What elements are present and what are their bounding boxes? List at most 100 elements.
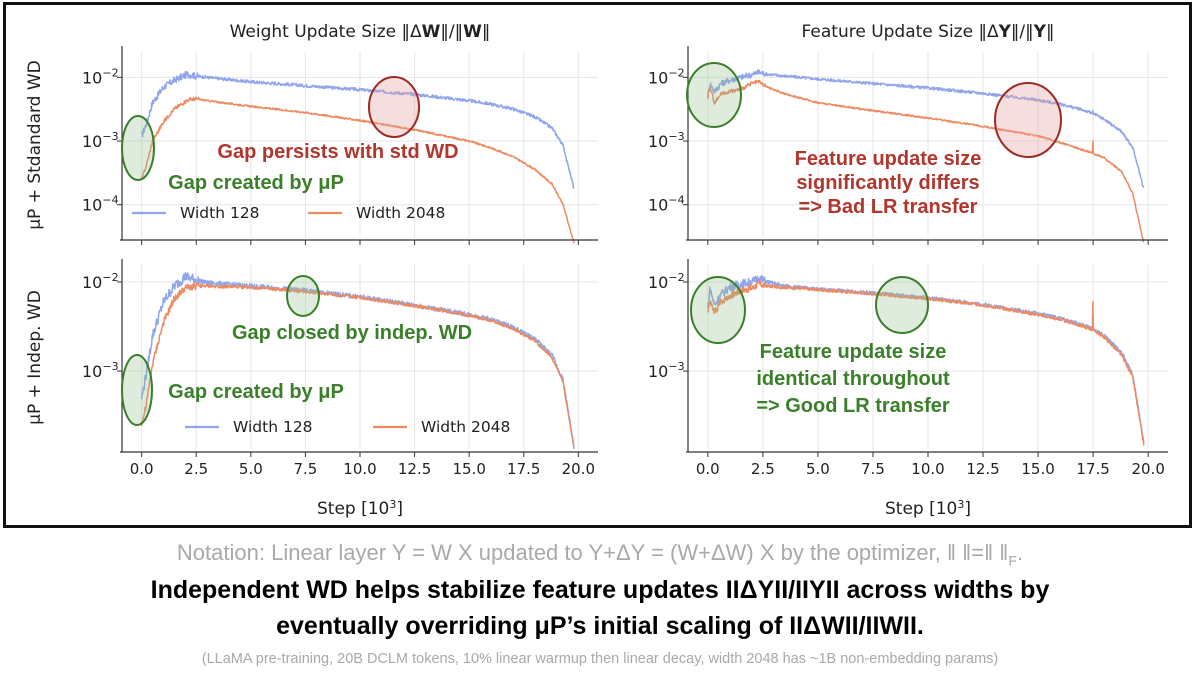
y-tick-label: 10−2 <box>648 271 685 292</box>
y-tick-base: 10 <box>648 68 668 87</box>
x-tick-label: 5.0 <box>239 460 263 478</box>
x-axis-label-part-0: Step [10 <box>317 499 389 519</box>
column-title-part-1: W <box>422 22 441 42</box>
x-axis-label-part-0: Step [10 <box>885 499 957 519</box>
footnote: (LLaMA pre-training, 20B DCLM tokens, 10… <box>201 651 999 667</box>
y-tick-base: 10 <box>648 273 668 292</box>
y-tick-exponent: −3 <box>668 130 684 143</box>
y-tick-exponent: −3 <box>668 360 684 373</box>
x-tick-label: 7.5 <box>293 460 317 478</box>
highlight-ellipse <box>121 354 153 426</box>
y-tick-exponent: −2 <box>102 271 118 284</box>
y-tick-base: 10 <box>648 132 668 151</box>
y-tick-label: 10−3 <box>648 130 685 151</box>
y-tick-label: 10−3 <box>82 360 119 381</box>
series-line-width-128 <box>140 70 575 190</box>
y-tick-label: 10−4 <box>82 194 119 215</box>
column-title-part-3: Y <box>1033 22 1047 42</box>
y-tick-exponent: −4 <box>668 194 684 207</box>
notation-text: Notation: Linear layer Y = W X updated t… <box>176 540 1009 565</box>
annotation-text: Feature update size <box>795 148 982 170</box>
headline-line-1: Independent WD helps stabilize feature u… <box>150 576 1050 604</box>
annotation-text: Gap created by μP <box>168 381 344 403</box>
series-line-width-2048 <box>707 79 1145 243</box>
x-tick-label: 17.5 <box>1076 460 1109 478</box>
x-tick-label: 2.5 <box>751 460 775 478</box>
annotation-text: identical throughout <box>756 368 950 390</box>
highlight-ellipse <box>121 115 155 181</box>
x-tick-label: 17.5 <box>507 460 540 478</box>
y-tick-label: 10−2 <box>82 66 119 87</box>
y-tick-exponent: −3 <box>102 130 118 143</box>
x-tick-label: 10.0 <box>343 460 376 478</box>
highlight-ellipse <box>286 275 320 317</box>
y-tick-label: 10−4 <box>648 194 685 215</box>
x-tick-label: 2.5 <box>184 460 208 478</box>
legend-label-width-2048: Width 2048 <box>421 418 510 436</box>
x-tick-label: 15.0 <box>452 460 485 478</box>
x-tick-label: 12.5 <box>398 460 431 478</box>
series-line-width-128 <box>707 69 1145 188</box>
x-tick-label: 0.0 <box>130 460 154 478</box>
x-tick-label: 20.0 <box>562 460 595 478</box>
x-axis-label: Step [103] <box>317 498 403 520</box>
highlight-ellipse <box>368 76 420 138</box>
x-axis-label: Step [103] <box>885 498 971 520</box>
y-tick-label: 10−3 <box>82 130 119 151</box>
y-tick-base: 10 <box>648 362 668 381</box>
row-label: μP + Stdandard WD <box>25 60 45 230</box>
column-title-part-0: Weight Update Size ‖Δ <box>230 22 422 42</box>
highlight-ellipse <box>686 62 742 128</box>
y-tick-base: 10 <box>82 132 102 151</box>
highlight-ellipse <box>994 82 1062 158</box>
highlight-ellipse <box>875 276 929 334</box>
y-tick-exponent: −4 <box>102 194 118 207</box>
x-tick-label: 12.5 <box>966 460 999 478</box>
highlight-ellipse <box>690 276 746 344</box>
y-tick-label: 10−3 <box>648 360 685 381</box>
y-tick-exponent: −3 <box>102 360 118 373</box>
row-label: μP + Indep. WD <box>25 290 45 425</box>
x-tick-label: 5.0 <box>806 460 830 478</box>
legend-label-width-128: Width 128 <box>233 418 313 436</box>
annotation-text: Gap closed by indep. WD <box>232 322 472 344</box>
annotation-text: significantly differs <box>796 172 979 194</box>
annotation-text: Gap persists with std WD <box>217 141 458 163</box>
series-line-width-2048 <box>707 280 1145 446</box>
column-title-part-0: Feature Update Size ‖Δ <box>802 22 999 42</box>
column-title-part-2: ‖/‖ <box>1011 22 1034 42</box>
y-tick-label: 10−2 <box>82 271 119 292</box>
y-tick-exponent: −2 <box>102 66 118 79</box>
annotation-text: Gap created by μP <box>168 172 344 194</box>
x-tick-label: 0.0 <box>696 460 720 478</box>
y-tick-base: 10 <box>648 196 668 215</box>
annotation-text: => Bad LR transfer <box>799 196 978 218</box>
series-line-width-2048 <box>140 96 575 244</box>
y-tick-base: 10 <box>82 362 102 381</box>
legend-label-width-128: Width 128 <box>180 204 260 222</box>
column-title-part-3: W <box>463 22 482 42</box>
column-title: Weight Update Size ‖ΔW‖/‖W‖ <box>230 22 491 42</box>
column-title-part-4: ‖ <box>482 22 491 42</box>
x-axis-label-part-2: ] <box>964 499 971 519</box>
y-tick-base: 10 <box>82 273 102 292</box>
notation-end: . <box>1016 540 1024 565</box>
notation-line: Notation: Linear layer Y = W X updated t… <box>0 540 1200 568</box>
notation-subscript: F <box>1008 552 1017 569</box>
series-line-width-2048 <box>140 282 575 448</box>
x-axis-label-part-2: ] <box>396 499 403 519</box>
x-tick-label: 7.5 <box>861 460 885 478</box>
y-tick-label: 10−2 <box>648 66 685 87</box>
x-tick-label: 20.0 <box>1131 460 1164 478</box>
annotation-text: => Good LR transfer <box>756 395 950 417</box>
legend-label-width-2048: Width 2048 <box>356 204 445 222</box>
column-title-part-2: ‖/‖ <box>440 22 463 42</box>
annotation-text: Feature update size <box>760 341 947 363</box>
headline-line-2: eventually overriding μP’s initial scali… <box>276 612 924 640</box>
column-title-part-4: ‖ <box>1046 22 1055 42</box>
y-tick-exponent: −2 <box>668 271 684 284</box>
y-tick-base: 10 <box>82 68 102 87</box>
figure-frame <box>3 2 1192 528</box>
column-title-part-1: Y <box>998 22 1012 42</box>
